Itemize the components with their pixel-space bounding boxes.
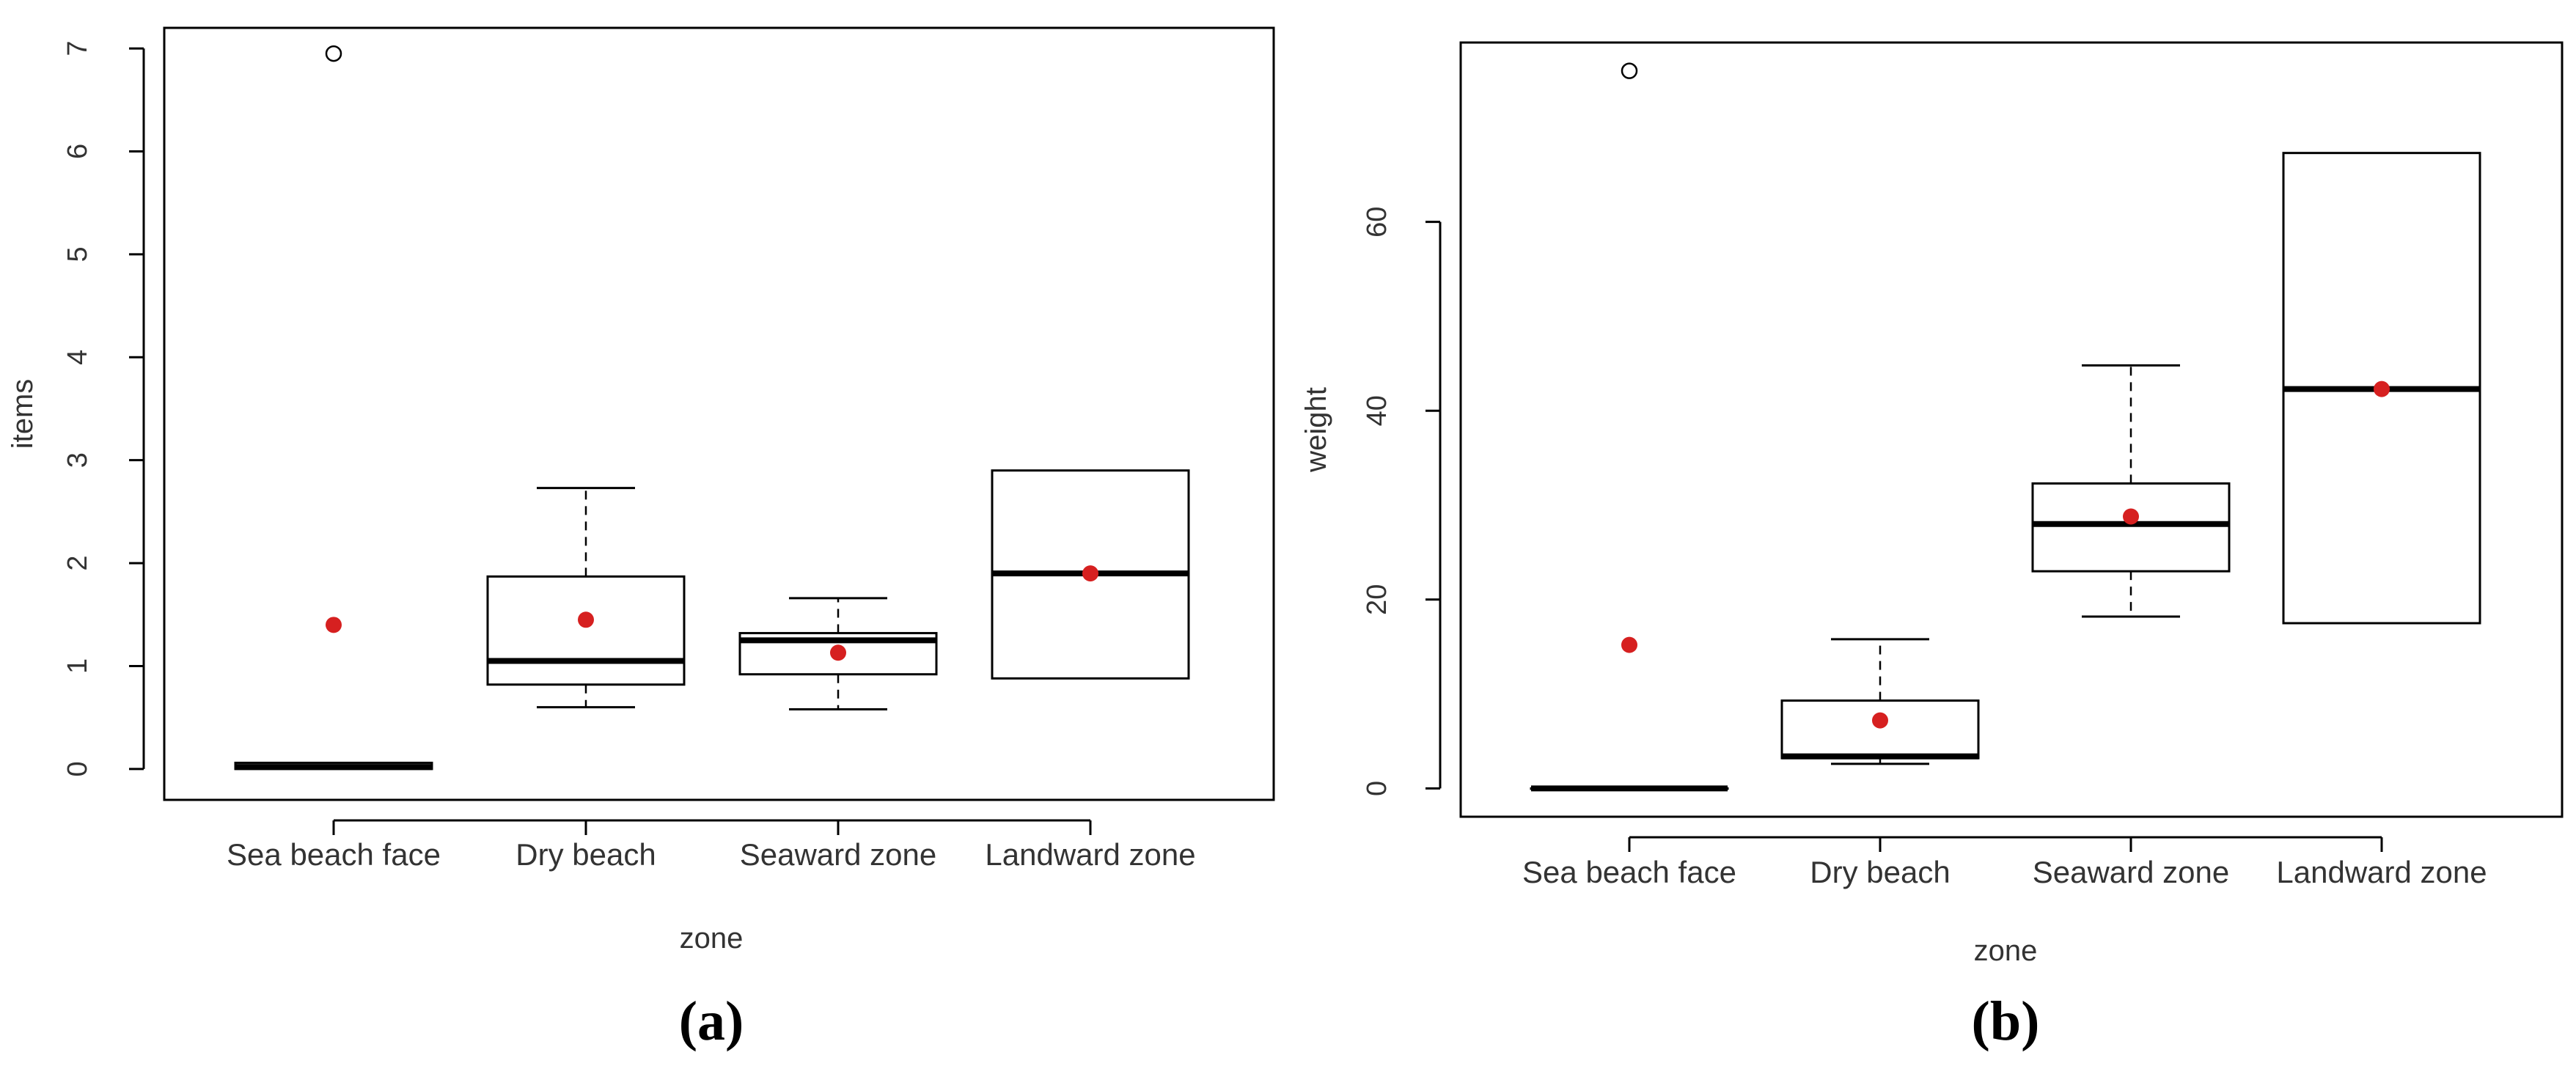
panel-label: (a) bbox=[679, 990, 744, 1052]
chart-panel-a: 0 1 2 3 4 5 6 7 Sea beach face Dry beach Seaward z… bbox=[7, 26, 1275, 1052]
plot-frame bbox=[1459, 41, 2564, 818]
panel-label: (b) bbox=[1972, 990, 2040, 1052]
mean-point bbox=[2374, 381, 2390, 397]
chart-panel-b: 0 20 40 60 Sea beach face Dry beach Seaward zo… bbox=[1300, 41, 2564, 1052]
y-tick-label: 60 bbox=[1362, 207, 1392, 238]
y-tick-label: 6 bbox=[62, 144, 93, 159]
y-tick-label: 7 bbox=[62, 41, 93, 56]
y-tick-label: 0 bbox=[1362, 781, 1392, 796]
x-tick-label: Sea beach face bbox=[227, 837, 441, 872]
x-tick-label: Seaward zone bbox=[2033, 855, 2230, 889]
y-tick-label: 3 bbox=[62, 452, 93, 468]
plot-frame bbox=[163, 26, 1275, 801]
y-tick-label: 5 bbox=[62, 246, 93, 262]
y-tick-label: 4 bbox=[62, 350, 93, 365]
x-tick-label: Landward zone bbox=[2276, 855, 2487, 889]
x-tick-label: Dry beach bbox=[1810, 855, 1950, 889]
box-group bbox=[1780, 638, 1980, 765]
box bbox=[1780, 699, 1980, 760]
mean-point bbox=[2123, 508, 2139, 525]
box-group bbox=[486, 487, 686, 709]
mean-point bbox=[326, 617, 342, 633]
x-axis-title: zone bbox=[680, 922, 744, 955]
y-tick-label: 0 bbox=[62, 761, 93, 776]
mean-point bbox=[578, 611, 594, 628]
outlier-point bbox=[1621, 62, 1638, 79]
y-axis-title: items bbox=[7, 379, 39, 449]
x-tick-label: Landward zone bbox=[985, 837, 1195, 872]
mean-point bbox=[1621, 636, 1637, 653]
box bbox=[486, 575, 686, 686]
box-group bbox=[2282, 152, 2481, 625]
mean-point bbox=[1082, 565, 1098, 582]
x-tick-label: Dry beach bbox=[515, 837, 656, 872]
y-tick-label: 2 bbox=[62, 556, 93, 571]
y-tick-label: 40 bbox=[1362, 395, 1392, 426]
mean-point bbox=[830, 644, 846, 661]
x-tick-label: Seaward zone bbox=[740, 837, 937, 872]
box-group bbox=[1530, 62, 1729, 792]
box-group bbox=[991, 469, 1190, 680]
y-axis-title: weight bbox=[1300, 387, 1332, 473]
y-tick-label: 1 bbox=[62, 658, 93, 674]
y-tick-label: 20 bbox=[1362, 584, 1392, 615]
box bbox=[2031, 482, 2231, 573]
outlier-point bbox=[325, 45, 342, 62]
x-axis-title: zone bbox=[1974, 935, 2038, 967]
mean-point bbox=[1872, 712, 1888, 729]
x-tick-label: Sea beach face bbox=[1522, 855, 1736, 889]
box-group bbox=[2031, 364, 2231, 618]
box-group bbox=[234, 45, 433, 771]
box-group bbox=[738, 597, 938, 710]
